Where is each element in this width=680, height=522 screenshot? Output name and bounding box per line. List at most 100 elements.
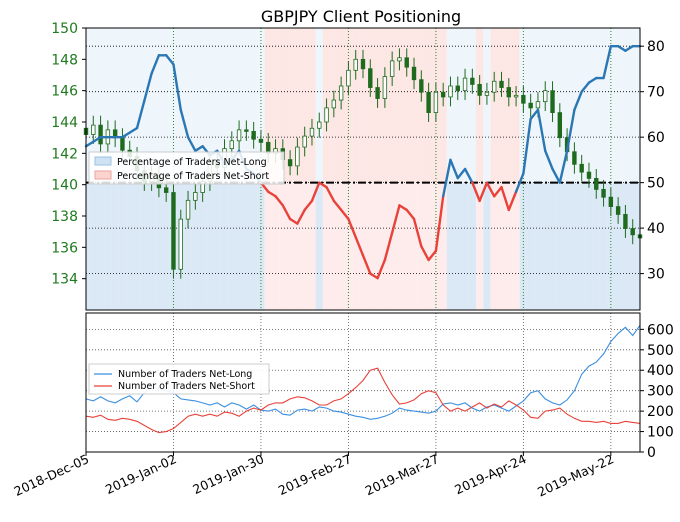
count-tick-label: 300 [647, 384, 674, 400]
long-zone-shade [104, 182, 112, 310]
price-candle-body [324, 107, 329, 123]
percentage-net-long-segment [296, 208, 306, 225]
percentage-net-long-segment [412, 217, 423, 248]
long-zone-shade [497, 182, 506, 310]
long-zone-shade [534, 182, 542, 310]
legend-box [88, 363, 270, 395]
percentage-net-long-segment [558, 149, 569, 184]
price-tick-label: 136 [51, 240, 78, 256]
price-candle-body [426, 91, 431, 113]
price-candle-body [404, 57, 409, 68]
percentage-net-long-segment [420, 245, 430, 262]
percentage-net-long-segment [383, 231, 394, 262]
short-zone-shade [315, 28, 323, 183]
price-candle-body [499, 80, 504, 88]
percentage-net-long-segment [405, 208, 416, 221]
price-candle-body [484, 91, 490, 96]
percentage-net-long-segment [398, 204, 408, 212]
long-zone-shade [621, 182, 630, 310]
price-candle-body [98, 124, 103, 145]
long-zone-shade [388, 182, 396, 310]
short-zone-shade [454, 28, 462, 183]
price-candle-body [193, 192, 198, 201]
price-candle-body [120, 137, 125, 151]
legend-swatch-net-long [94, 156, 112, 166]
long-zone-shade [337, 182, 345, 310]
percentage-net-long-segment [500, 185, 510, 212]
price-candle-body [615, 206, 621, 215]
price-candle-body [185, 199, 191, 220]
price-candle-body [608, 196, 614, 207]
percent-tick-label: 70 [647, 85, 665, 101]
short-zone-shade [286, 28, 294, 183]
long-zone-shade [271, 182, 280, 310]
long-zone-shade [585, 182, 593, 310]
long-zone-shade [162, 182, 170, 310]
long-zone-shade [198, 182, 207, 310]
price-candle-body [579, 163, 584, 173]
long-zone-shade [147, 182, 156, 310]
price-candle-body [470, 77, 475, 85]
percent-tick-label: 50 [647, 176, 665, 192]
long-zone-shade [475, 182, 484, 310]
percentage-net-long-segment [310, 181, 321, 203]
short-zone-shade [293, 28, 302, 183]
percentage-net-long-segment [624, 44, 634, 52]
percentage-net-long-segment [493, 185, 503, 198]
short-zone-shade [111, 28, 119, 183]
short-zone-shade [242, 28, 251, 183]
long-zone-shade [359, 182, 367, 310]
price-candle-body [91, 124, 96, 135]
long-zone-shade [89, 182, 97, 310]
percentage-net-long-segment [128, 126, 139, 134]
percentage-net-long-segment [186, 135, 197, 153]
long-zone-shade [213, 182, 221, 310]
short-zone-shade [475, 28, 484, 183]
short-zone-shade [206, 28, 214, 183]
short-zone-shade [592, 28, 600, 183]
percentage-net-long-segment [172, 63, 182, 112]
price-candle-body [594, 177, 599, 190]
short-zone-shade [614, 28, 622, 183]
long-zone-shade [96, 182, 105, 310]
long-zone-shade [111, 182, 119, 310]
legend-swatch-net-short [94, 170, 112, 180]
legend-label-net-short: Percentage of Traders Net-Short [117, 171, 269, 182]
percentage-net-long-segment [427, 249, 438, 262]
long-zone-shade [424, 182, 433, 310]
date-tick-label: 2018-Dec-05 [12, 451, 92, 499]
short-zone-shade [220, 28, 229, 183]
percentage-net-long-segment [325, 185, 336, 203]
count-tick-label: 600 [647, 322, 674, 338]
long-zone-shade [293, 182, 302, 310]
count-tick-label: 400 [647, 363, 674, 379]
short-zone-shade [497, 28, 506, 183]
long-zone-shade [242, 182, 251, 310]
long-zone-shade [636, 182, 640, 310]
short-zone-shade [169, 28, 178, 183]
long-zone-shade [468, 182, 476, 310]
price-candle-body [448, 85, 453, 98]
price-candle-body [543, 90, 548, 103]
long-zone-shade [330, 182, 338, 310]
price-candle-body [440, 91, 446, 98]
percentage-net-long-segment [602, 44, 613, 80]
percentage-net-long-segment [267, 190, 277, 198]
percentage-net-long-segment [565, 108, 576, 153]
percentage-net-long-segment [84, 140, 95, 148]
short-zone-shade [483, 28, 491, 183]
long-zone-shade [395, 182, 404, 310]
top-panel-frame [85, 27, 641, 311]
short-zone-shade [250, 28, 258, 183]
date-tick-label: 2019-Mar-27 [363, 451, 441, 498]
long-zone-shade [133, 182, 141, 310]
long-zone-shade [264, 182, 272, 310]
percentage-net-long-segment [463, 167, 474, 184]
price-candle-body [550, 90, 555, 113]
percentage-net-long-segment [529, 108, 540, 121]
price-candle-body [353, 58, 358, 71]
price-candle-body [623, 214, 628, 229]
short-zone-shade [235, 28, 243, 183]
